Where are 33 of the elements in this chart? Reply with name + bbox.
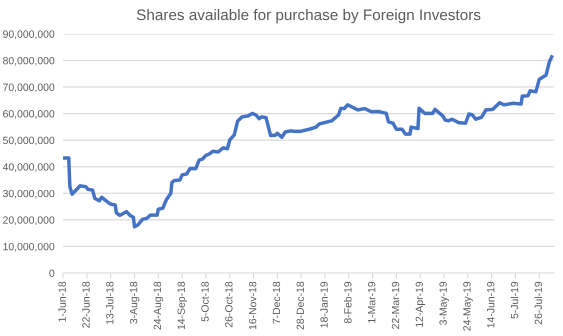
x-tick-label: 5-Oct-18 xyxy=(201,282,209,322)
x-tick-label: 18-Jan-19 xyxy=(320,282,328,328)
x-tick-label: 16-Nov-18 xyxy=(248,282,256,330)
x-tick-label: 22-Jun-18 xyxy=(82,282,90,328)
x-tick-label: 14-Jun-19 xyxy=(487,282,494,328)
x-tick-label: 14-Sep-18 xyxy=(178,282,187,330)
chart-title: Shares available for purchase by Foreign Investors xyxy=(136,8,480,24)
x-tick-label: 1-Mar-19 xyxy=(368,282,376,323)
x-tick-label: 8-Feb-19 xyxy=(344,282,352,324)
x-tick-label: 3-May-19 xyxy=(439,282,449,325)
x-tick-label: 13-Jul-18 xyxy=(106,282,114,324)
x-tick-label: 26-Jul-19 xyxy=(534,282,542,324)
x-tick-label: 12-Apr-19 xyxy=(416,282,426,327)
y-tick-label: 90,000,000 xyxy=(3,30,54,40)
x-tick-label: 28-Dec-18 xyxy=(296,282,304,330)
y-tick-label: 50,000,000 xyxy=(3,136,54,146)
y-tick-label: 0 xyxy=(49,270,54,277)
x-tick-label: 1-Jun-18 xyxy=(58,282,66,322)
y-tick-label: 60,000,000 xyxy=(3,110,54,119)
x-tick-label: 26-Oct-18 xyxy=(225,282,233,328)
y-tick-label: 10,000,000 xyxy=(3,242,54,252)
x-tick-label: 5-Jul-19 xyxy=(510,282,518,319)
x-tick-label: 24-May-19 xyxy=(463,282,473,331)
y-tick-label: 20,000,000 xyxy=(3,216,54,225)
x-tick-label: 24-Aug-18 xyxy=(154,282,164,330)
y-tick-label: 80,000,000 xyxy=(3,57,54,66)
y-tick-label: 40,000,000 xyxy=(2,163,54,172)
x-tick-label: 3-Aug-18 xyxy=(130,282,140,324)
line-series xyxy=(63,55,554,229)
y-tick-label: 30,000,000 xyxy=(2,190,54,198)
x-tick-label: 7-Dec-18 xyxy=(272,282,280,324)
x-tick-label: 22-Mar-19 xyxy=(392,282,400,329)
y-tick-label: 70,000,000 xyxy=(3,84,54,92)
